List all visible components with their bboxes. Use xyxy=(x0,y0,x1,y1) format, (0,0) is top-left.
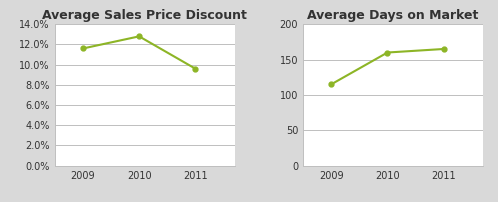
Title: Average Days on Market: Average Days on Market xyxy=(307,9,479,22)
Title: Average Sales Price Discount: Average Sales Price Discount xyxy=(42,9,247,22)
